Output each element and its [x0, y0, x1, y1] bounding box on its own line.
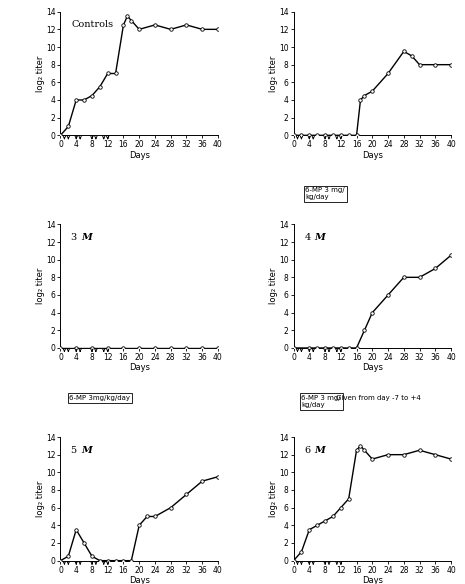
Text: 4: 4 [305, 233, 314, 242]
Y-axis label: log₂ titer: log₂ titer [36, 481, 45, 517]
Text: 6-MP 3 mg/
kg/day: 6-MP 3 mg/ kg/day [301, 395, 341, 408]
X-axis label: Days: Days [362, 151, 383, 159]
Y-axis label: log₂ titer: log₂ titer [269, 481, 278, 517]
Text: M: M [314, 233, 325, 242]
Text: M: M [314, 446, 325, 455]
Text: 6: 6 [305, 446, 314, 455]
Y-axis label: log₂ titer: log₂ titer [36, 268, 45, 304]
Text: Controls: Controls [72, 20, 113, 29]
X-axis label: Days: Days [362, 363, 383, 372]
Text: Given from day -7 to +4: Given from day -7 to +4 [336, 395, 421, 401]
Text: 3: 3 [72, 233, 81, 242]
X-axis label: Days: Days [362, 576, 383, 584]
Text: 6-MP 3 mg/
kg/day: 6-MP 3 mg/ kg/day [306, 187, 345, 200]
Y-axis label: log₂ titer: log₂ titer [269, 268, 278, 304]
Y-axis label: log₂ titer: log₂ titer [269, 55, 278, 92]
Text: M: M [81, 233, 92, 242]
Y-axis label: log₂ titer: log₂ titer [36, 55, 45, 92]
Text: 6-MP 3mg/kg/day: 6-MP 3mg/kg/day [69, 395, 130, 401]
Text: M: M [81, 446, 92, 455]
X-axis label: Days: Days [129, 576, 150, 584]
X-axis label: Days: Days [129, 363, 150, 372]
Text: 5: 5 [72, 446, 81, 455]
X-axis label: Days: Days [129, 151, 150, 159]
